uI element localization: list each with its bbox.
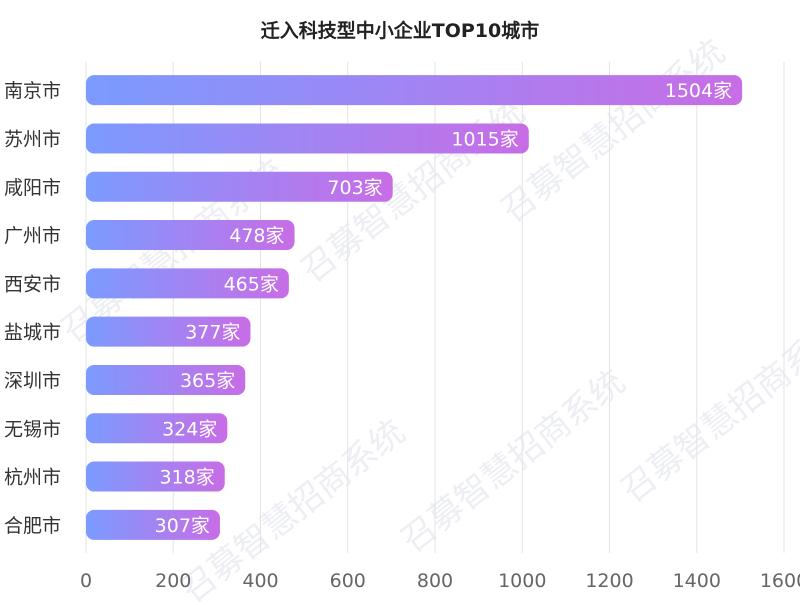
bar <box>86 220 295 251</box>
data-label: 465家 <box>224 273 279 295</box>
data-label: 324家 <box>162 418 217 440</box>
data-label: 703家 <box>327 177 382 199</box>
data-label: 1504家 <box>665 80 732 102</box>
data-label: 307家 <box>155 515 210 537</box>
bar <box>86 316 251 347</box>
category-label: 苏州市 <box>4 128 61 150</box>
watermark-text: 召募智慧招商系统 <box>614 312 800 511</box>
data-label: 1015家 <box>451 128 518 150</box>
bar <box>86 461 225 492</box>
category-label: 南京市 <box>4 80 61 102</box>
data-label: 365家 <box>180 370 235 392</box>
x-tick-label: 1600 <box>760 570 800 592</box>
category-label: 广州市 <box>4 225 61 247</box>
x-tick-label: 0 <box>80 570 92 592</box>
x-tick-label: 800 <box>417 570 453 592</box>
bar <box>86 413 228 444</box>
bar <box>86 364 246 395</box>
category-label: 咸阳市 <box>4 177 61 199</box>
watermark-text: 召募智慧招商系统 <box>394 362 633 561</box>
bar <box>86 268 289 299</box>
category-label: 合肥市 <box>4 515 61 537</box>
bar <box>86 75 743 106</box>
bar <box>86 171 393 202</box>
bar <box>86 123 529 154</box>
data-label: 478家 <box>229 225 284 247</box>
chart-title: 迁入科技型中小企业TOP10城市 <box>261 19 539 42</box>
x-tick-label: 400 <box>242 570 278 592</box>
data-label: 377家 <box>185 322 240 344</box>
bars-layer <box>86 75 743 540</box>
category-label: 无锡市 <box>4 418 61 440</box>
x-tick-label: 1000 <box>498 570 546 592</box>
x-tick-label: 200 <box>155 570 191 592</box>
bar <box>86 509 220 540</box>
data-label: 318家 <box>159 467 214 489</box>
category-label: 盐城市 <box>4 322 61 344</box>
category-label: 杭州市 <box>4 467 61 489</box>
category-label: 深圳市 <box>4 370 61 392</box>
category-label: 西安市 <box>4 273 61 295</box>
x-tick-label: 1400 <box>673 570 721 592</box>
x-tick-label: 600 <box>330 570 366 592</box>
x-tick-label: 1200 <box>585 570 633 592</box>
